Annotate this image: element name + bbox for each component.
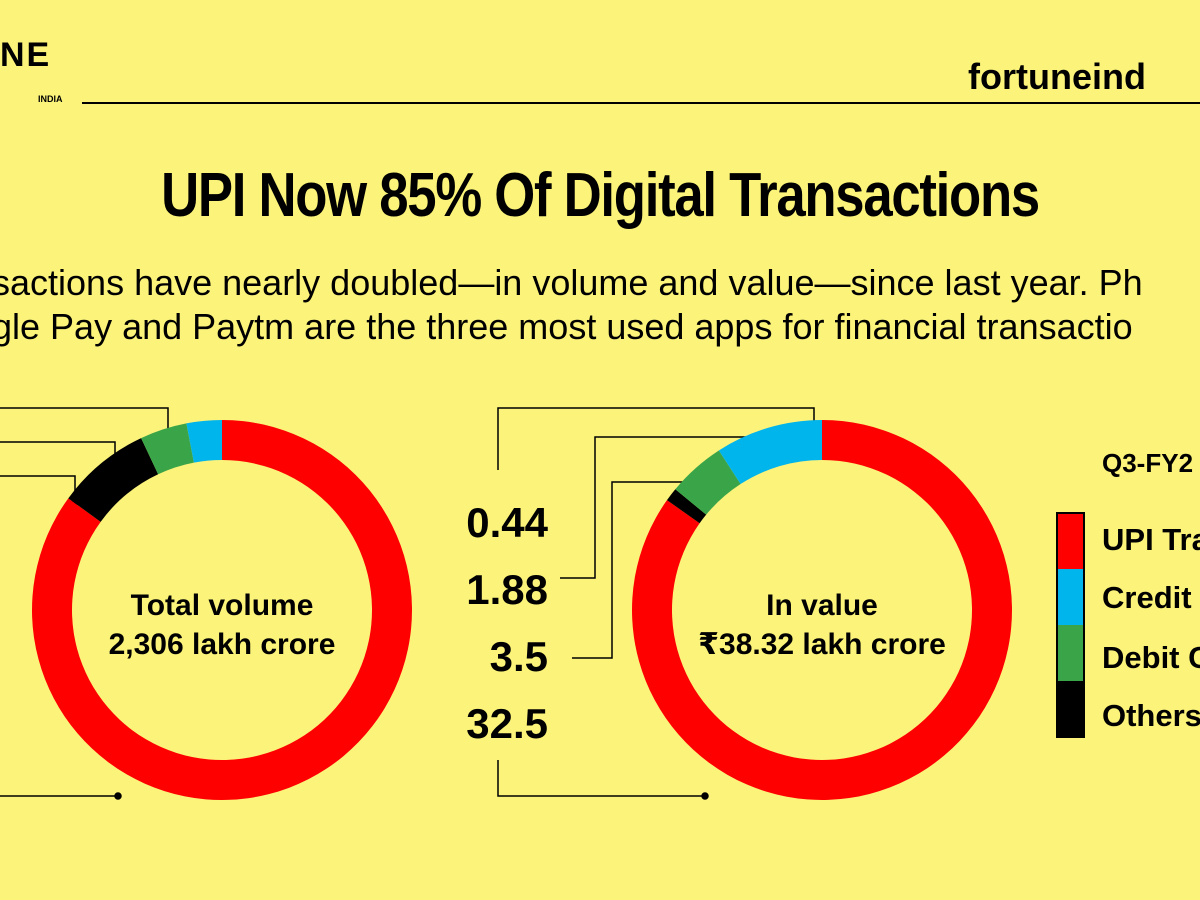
legend-swatch-upi bbox=[1058, 514, 1083, 569]
legend-period: Q3-FY2 bbox=[1102, 448, 1193, 478]
legend-others: Others bbox=[1102, 698, 1200, 733]
donut-segment-credit bbox=[718, 420, 822, 485]
donut-volume bbox=[31, 420, 413, 801]
value-label-debit: 1.88 bbox=[466, 566, 548, 613]
value-center-title: In value bbox=[766, 589, 878, 622]
site-name: fortuneind bbox=[968, 56, 1146, 97]
donut-segment-others bbox=[68, 438, 159, 522]
value-label-credit: 3.5 bbox=[490, 633, 548, 680]
legend-debit: Debit C bbox=[1102, 640, 1200, 675]
donut-segment-debit bbox=[141, 423, 194, 475]
subtitle-line-2: gle Pay and Paytm are the three most use… bbox=[0, 306, 1133, 347]
volume-center-value: 2,306 lakh crore bbox=[109, 628, 336, 661]
volume-center-title: Total volume bbox=[131, 589, 314, 622]
donut-segment-debit bbox=[675, 450, 741, 515]
legend-swatch-credit bbox=[1058, 569, 1083, 625]
donut-segment-credit bbox=[186, 420, 222, 463]
brand-logo: NE bbox=[0, 36, 52, 74]
page-title: UPI Now 85% Of Digital Transactions bbox=[161, 161, 1040, 230]
value-label-upi: 32.5 bbox=[466, 700, 548, 747]
donut-segment-others bbox=[666, 489, 707, 524]
legend-swatch-others bbox=[1058, 681, 1083, 736]
legend-credit: Credit C bbox=[1102, 580, 1200, 615]
legend-upi: UPI Tra bbox=[1102, 522, 1200, 557]
value-center-value: ₹38.32 lakh crore bbox=[698, 628, 946, 661]
subtitle-line-1: sactions have nearly doubled—in volume a… bbox=[0, 262, 1143, 303]
value-label-others: 0.44 bbox=[466, 499, 548, 546]
brand-logo-sub: INDIA bbox=[38, 94, 63, 104]
donut-value bbox=[632, 420, 1013, 800]
header-rule bbox=[82, 102, 1200, 104]
legend-swatch-debit bbox=[1058, 625, 1083, 681]
